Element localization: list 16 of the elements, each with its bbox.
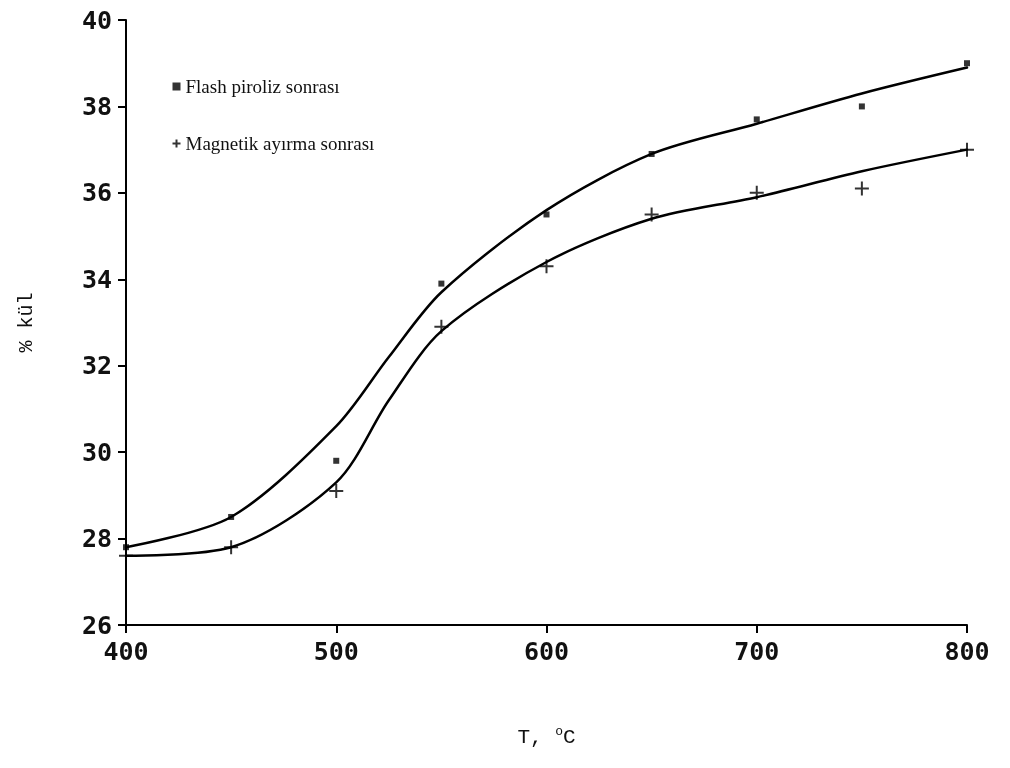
x-tick-label: 600 — [523, 637, 570, 666]
y-tick-label: 32 — [81, 351, 112, 381]
y-tick-label: 34 — [81, 264, 112, 294]
y-tick-label: 30 — [81, 437, 112, 467]
legend-label: Magnetik ayırma sonrası — [185, 133, 375, 154]
y-tick-label: 40 — [81, 5, 112, 35]
legend-label: Flash piroliz sonrası — [185, 76, 340, 97]
y-tick-label: 28 — [81, 524, 112, 554]
y-tick-label: 36 — [81, 178, 112, 208]
x-tick-label: 400 — [103, 637, 149, 666]
x-tick-label: 800 — [944, 637, 990, 666]
x-tick-label: 700 — [734, 637, 780, 666]
y-axis-title: % kül — [14, 292, 38, 353]
y-tick-label: 38 — [81, 91, 112, 121]
x-tick-label: 500 — [313, 637, 359, 666]
y-tick-label: 26 — [81, 610, 112, 640]
